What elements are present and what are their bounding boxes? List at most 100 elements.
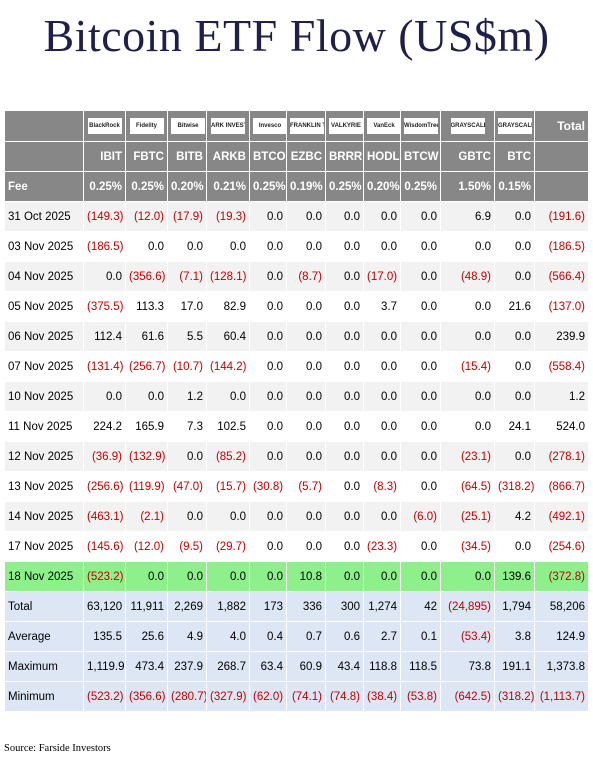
flow-cell: 0.0	[400, 261, 441, 292]
issuer-logo: VanEck	[367, 118, 400, 134]
fee-total-cell	[534, 171, 589, 202]
flow-cell: 0.0	[363, 411, 401, 442]
flow-cell: 0.0	[325, 321, 364, 352]
flow-cell: (375.5)	[83, 291, 126, 322]
issuer-logo-cell: VanEck	[363, 110, 401, 142]
flow-cell: 0.0	[286, 321, 326, 352]
total-header: Total	[534, 110, 589, 142]
flow-cell: 0.0	[286, 411, 326, 442]
fee-cell: 0.20%	[363, 171, 401, 202]
stats-cell: 1,119.9	[83, 651, 126, 682]
flow-cell: 0.0	[400, 351, 441, 382]
flow-cell: 0.0	[325, 471, 364, 502]
flow-cell: 0.0	[440, 291, 495, 322]
ticker-cell: BITB	[167, 141, 207, 172]
flow-cell: 0.0	[494, 381, 535, 412]
flow-cell: 0.0	[249, 201, 287, 232]
flow-cell: (25.1)	[440, 501, 495, 532]
flow-cell: 0.0	[249, 381, 287, 412]
table-row: 18 Nov 2025 (523.2) 0.0 0.0 0.0 0.0 10.8 0.0 0.0…	[4, 561, 589, 592]
flow-cell: (256.7)	[125, 351, 168, 382]
stats-cell: (38.4)	[363, 681, 401, 712]
fee-cell: 0.20%	[167, 171, 207, 202]
issuer-logo-cell: Bitwise	[167, 110, 207, 142]
flow-cell: (6.0)	[400, 501, 441, 532]
flow-cell: 60.4	[206, 321, 250, 352]
flow-cell: 0.0	[363, 201, 401, 232]
flow-cell: (8.3)	[363, 471, 401, 502]
stats-cell: (523.2)	[83, 681, 126, 712]
stats-cell: (53.8)	[400, 681, 441, 712]
date-cell: 10 Nov 2025	[4, 381, 84, 412]
flow-cell: 0.0	[167, 441, 207, 472]
stats-row: Average 135.5 25.6 4.9 4.0 0.4 0.7 0.6 2.7 0.1 (53…	[4, 621, 589, 652]
issuer-logo-cell: Invesco	[249, 110, 287, 142]
date-cell: 11 Nov 2025	[4, 411, 84, 442]
stats-cell: 25.6	[125, 621, 168, 652]
stats-cell: 300	[325, 591, 364, 622]
flow-cell: (2.1)	[125, 501, 168, 532]
flow-cell: 0.0	[325, 381, 364, 412]
stats-cell: 124.9	[534, 621, 589, 652]
issuer-logo-cell: Fidelity	[125, 110, 168, 142]
flow-cell: 0.0	[286, 231, 326, 262]
flow-cell: 0.0	[494, 351, 535, 382]
flow-cell: 0.0	[363, 441, 401, 472]
ticker-cell: BRRR	[325, 141, 364, 172]
flow-cell: 0.0	[363, 561, 401, 592]
flow-cell: 0.0	[206, 501, 250, 532]
flow-cell: (48.9)	[440, 261, 495, 292]
flow-cell: 0.0	[494, 321, 535, 352]
stats-cell: 3.8	[494, 621, 535, 652]
flow-cell: (558.4)	[534, 351, 589, 382]
flow-cell: 113.3	[125, 291, 168, 322]
table-row: 12 Nov 2025 (36.9) (132.9) 0.0 (85.2) 0.0 0.0 0…	[4, 441, 589, 472]
flow-cell: 17.0	[167, 291, 207, 322]
flow-cell: 0.0	[83, 261, 126, 292]
flow-cell: 0.0	[167, 561, 207, 592]
ticker-cell: IBIT	[83, 141, 126, 172]
flow-cell: 0.0	[249, 261, 287, 292]
flow-cell: (149.3)	[83, 201, 126, 232]
flow-cell: (128.1)	[206, 261, 250, 292]
flow-cell: 1.2	[167, 381, 207, 412]
flow-cell: 0.0	[286, 531, 326, 562]
flow-cell: 0.0	[325, 501, 364, 532]
flow-cell: 0.0	[325, 531, 364, 562]
flow-cell: 0.0	[249, 441, 287, 472]
flow-cell: 0.0	[325, 261, 364, 292]
table-row: 04 Nov 2025 0.0 (356.6) (7.1) (128.1) 0.0 (8.7…	[4, 261, 589, 292]
stats-cell: 191.1	[494, 651, 535, 682]
flow-cell: (36.9)	[83, 441, 126, 472]
flow-cell: 0.0	[325, 201, 364, 232]
flow-cell: 7.3	[167, 411, 207, 442]
flow-cell: 139.6	[494, 561, 535, 592]
source-note: Source: Farside Investors	[4, 743, 111, 754]
issuer-logo: BlackRock	[87, 118, 122, 134]
flow-cell: 0.0	[249, 531, 287, 562]
flow-cell: 3.7	[363, 291, 401, 322]
issuer-logo-cell: VALKYRIE	[325, 110, 364, 142]
flow-cell: 0.0	[249, 291, 287, 322]
flow-cell: 0.0	[363, 501, 401, 532]
flow-cell: (12.0)	[125, 531, 168, 562]
date-cell: 07 Nov 2025	[4, 351, 84, 382]
flow-cell: 6.9	[440, 201, 495, 232]
flow-cell: 0.0	[400, 471, 441, 502]
flow-cell: 5.5	[167, 321, 207, 352]
stats-cell: (318.2)	[494, 681, 535, 712]
flow-cell: 0.0	[440, 411, 495, 442]
issuer-logo: Fidelity	[129, 118, 164, 134]
issuer-logo-row: BlackRock Fidelity Bitwise ARK INVEST Invesc…	[4, 110, 589, 142]
flow-cell: (9.5)	[167, 531, 207, 562]
flow-cell: 0.0	[400, 231, 441, 262]
flow-cell: 0.0	[286, 201, 326, 232]
flow-cell: 0.0	[494, 441, 535, 472]
table-row: 07 Nov 2025 (131.4) (256.7) (10.7) (144.2) 0.…	[4, 351, 589, 382]
stats-cell: 43.4	[325, 651, 364, 682]
stats-cell: (280.7)	[167, 681, 207, 712]
flow-cell: 0.0	[325, 411, 364, 442]
fee-cell: 1.50%	[440, 171, 495, 202]
flow-cell: 0.0	[400, 381, 441, 412]
flow-cell: 102.5	[206, 411, 250, 442]
